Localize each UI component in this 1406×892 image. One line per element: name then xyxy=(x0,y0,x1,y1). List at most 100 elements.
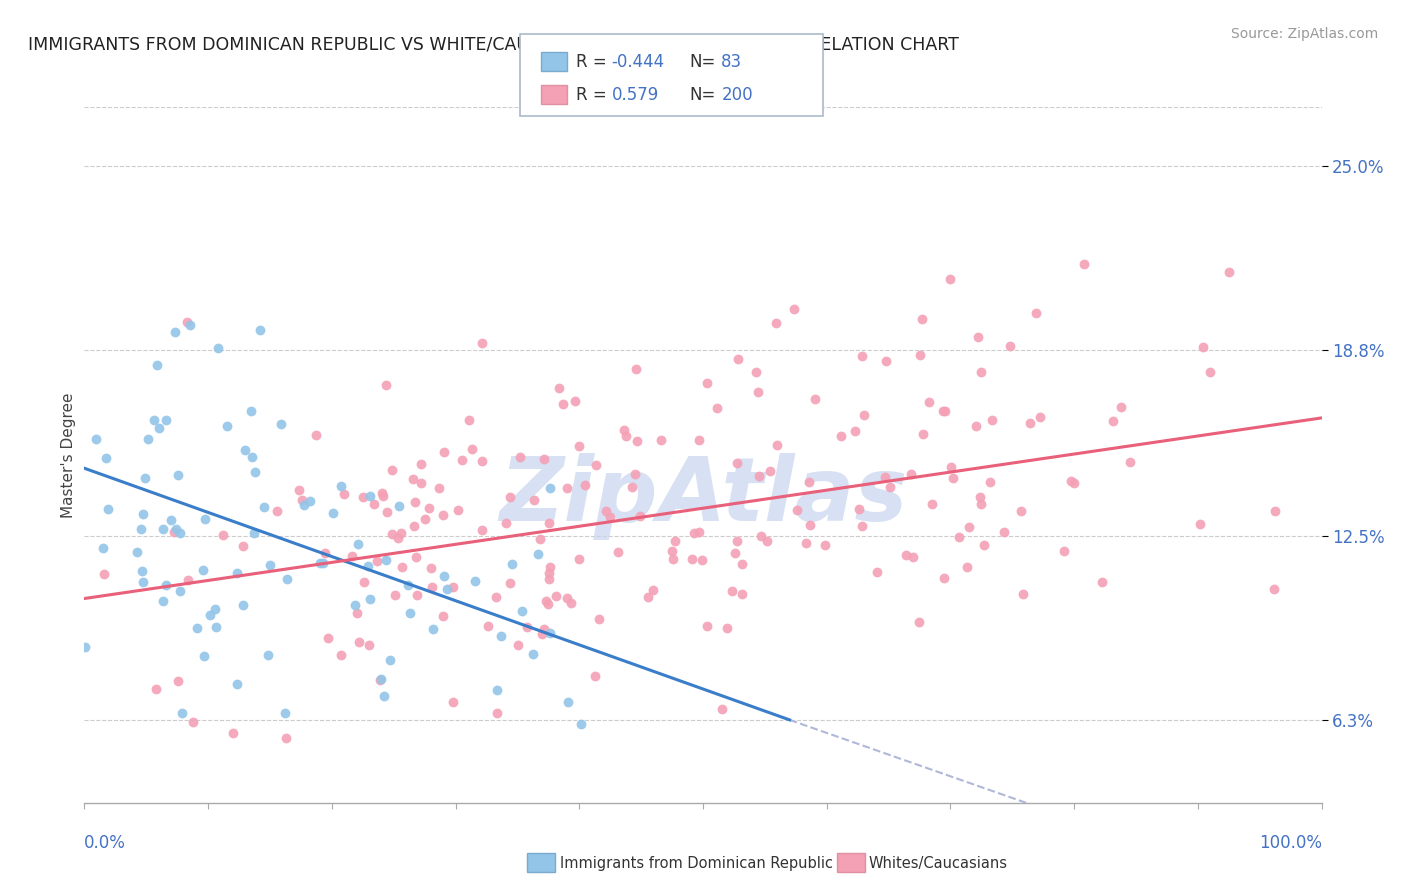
Point xyxy=(1192,340,1215,354)
Point xyxy=(637,590,659,604)
Point xyxy=(499,490,522,504)
Point xyxy=(724,546,747,560)
Point xyxy=(851,519,873,533)
Point xyxy=(458,413,481,427)
Point xyxy=(749,529,772,543)
Point xyxy=(725,534,748,549)
Point xyxy=(312,556,335,570)
Point xyxy=(136,433,159,447)
Point xyxy=(198,607,221,622)
Point xyxy=(696,376,718,390)
Point xyxy=(551,397,574,411)
Text: R =: R = xyxy=(576,53,613,70)
Point xyxy=(353,574,375,589)
Point xyxy=(329,478,352,492)
Point xyxy=(1102,413,1125,427)
Point xyxy=(73,640,96,655)
Point xyxy=(759,464,782,478)
Point xyxy=(664,534,686,549)
Point xyxy=(131,564,153,578)
Point xyxy=(402,472,425,486)
Point xyxy=(536,597,558,611)
Point xyxy=(529,532,551,546)
Point xyxy=(948,531,970,545)
Point xyxy=(574,478,596,492)
Point xyxy=(207,342,229,356)
Point xyxy=(844,424,866,438)
Point xyxy=(346,537,368,551)
Point xyxy=(374,377,396,392)
Point xyxy=(706,401,728,415)
Point xyxy=(441,580,464,594)
Text: 100.0%: 100.0% xyxy=(1258,834,1322,852)
Point xyxy=(957,520,980,534)
Point xyxy=(621,480,644,494)
Point xyxy=(169,526,191,541)
Point xyxy=(538,560,561,574)
Point xyxy=(145,681,167,696)
Point xyxy=(588,612,610,626)
Text: N=: N= xyxy=(689,53,716,70)
Point xyxy=(418,500,440,515)
Point xyxy=(373,489,395,503)
Point xyxy=(555,591,578,605)
Point xyxy=(191,563,214,577)
Point xyxy=(538,625,561,640)
Point xyxy=(568,438,591,452)
Point xyxy=(404,495,426,509)
Point xyxy=(796,535,818,549)
Point xyxy=(661,544,683,558)
Point xyxy=(624,361,647,376)
Point xyxy=(848,502,870,516)
Point xyxy=(710,702,733,716)
Point xyxy=(84,433,107,447)
Point xyxy=(413,512,436,526)
Point xyxy=(682,525,704,540)
Point xyxy=(970,497,993,511)
Point xyxy=(569,717,592,731)
Point xyxy=(875,353,897,368)
Point xyxy=(370,672,392,686)
Point xyxy=(522,647,544,661)
Point xyxy=(696,619,718,633)
Point xyxy=(411,476,433,491)
Point xyxy=(451,452,474,467)
Point xyxy=(389,525,412,540)
Point xyxy=(322,506,344,520)
Point xyxy=(538,516,561,530)
Point xyxy=(232,539,254,553)
Point xyxy=(721,584,744,599)
Y-axis label: Master's Degree: Master's Degree xyxy=(60,392,76,517)
Point xyxy=(165,522,187,536)
Point xyxy=(1060,474,1083,488)
Point xyxy=(432,608,454,623)
Point xyxy=(159,513,181,527)
Point xyxy=(688,524,710,539)
Point xyxy=(955,560,977,574)
Point xyxy=(564,393,586,408)
Point xyxy=(1264,504,1286,518)
Point xyxy=(688,434,710,448)
Point xyxy=(506,638,529,652)
Point xyxy=(193,648,215,663)
Point xyxy=(1109,400,1132,414)
Point xyxy=(471,523,494,537)
Point xyxy=(641,582,664,597)
Text: 200: 200 xyxy=(721,86,752,103)
Point xyxy=(243,525,266,540)
Point xyxy=(145,358,167,372)
Point xyxy=(266,504,288,518)
Point xyxy=(232,598,254,612)
Point xyxy=(970,365,993,379)
Text: 0.579: 0.579 xyxy=(612,86,659,103)
Point xyxy=(814,538,837,552)
Point xyxy=(765,437,787,451)
Point xyxy=(131,575,153,590)
Text: N=: N= xyxy=(689,86,716,103)
Text: IMMIGRANTS FROM DOMINICAN REPUBLIC VS WHITE/CAUCASIAN MASTER'S DEGREE CORRELATIO: IMMIGRANTS FROM DOMINICAN REPUBLIC VS WH… xyxy=(28,36,959,54)
Point xyxy=(866,565,889,579)
Point xyxy=(155,412,177,426)
Point xyxy=(555,481,578,495)
Point xyxy=(1199,365,1222,379)
Point xyxy=(993,524,1015,539)
